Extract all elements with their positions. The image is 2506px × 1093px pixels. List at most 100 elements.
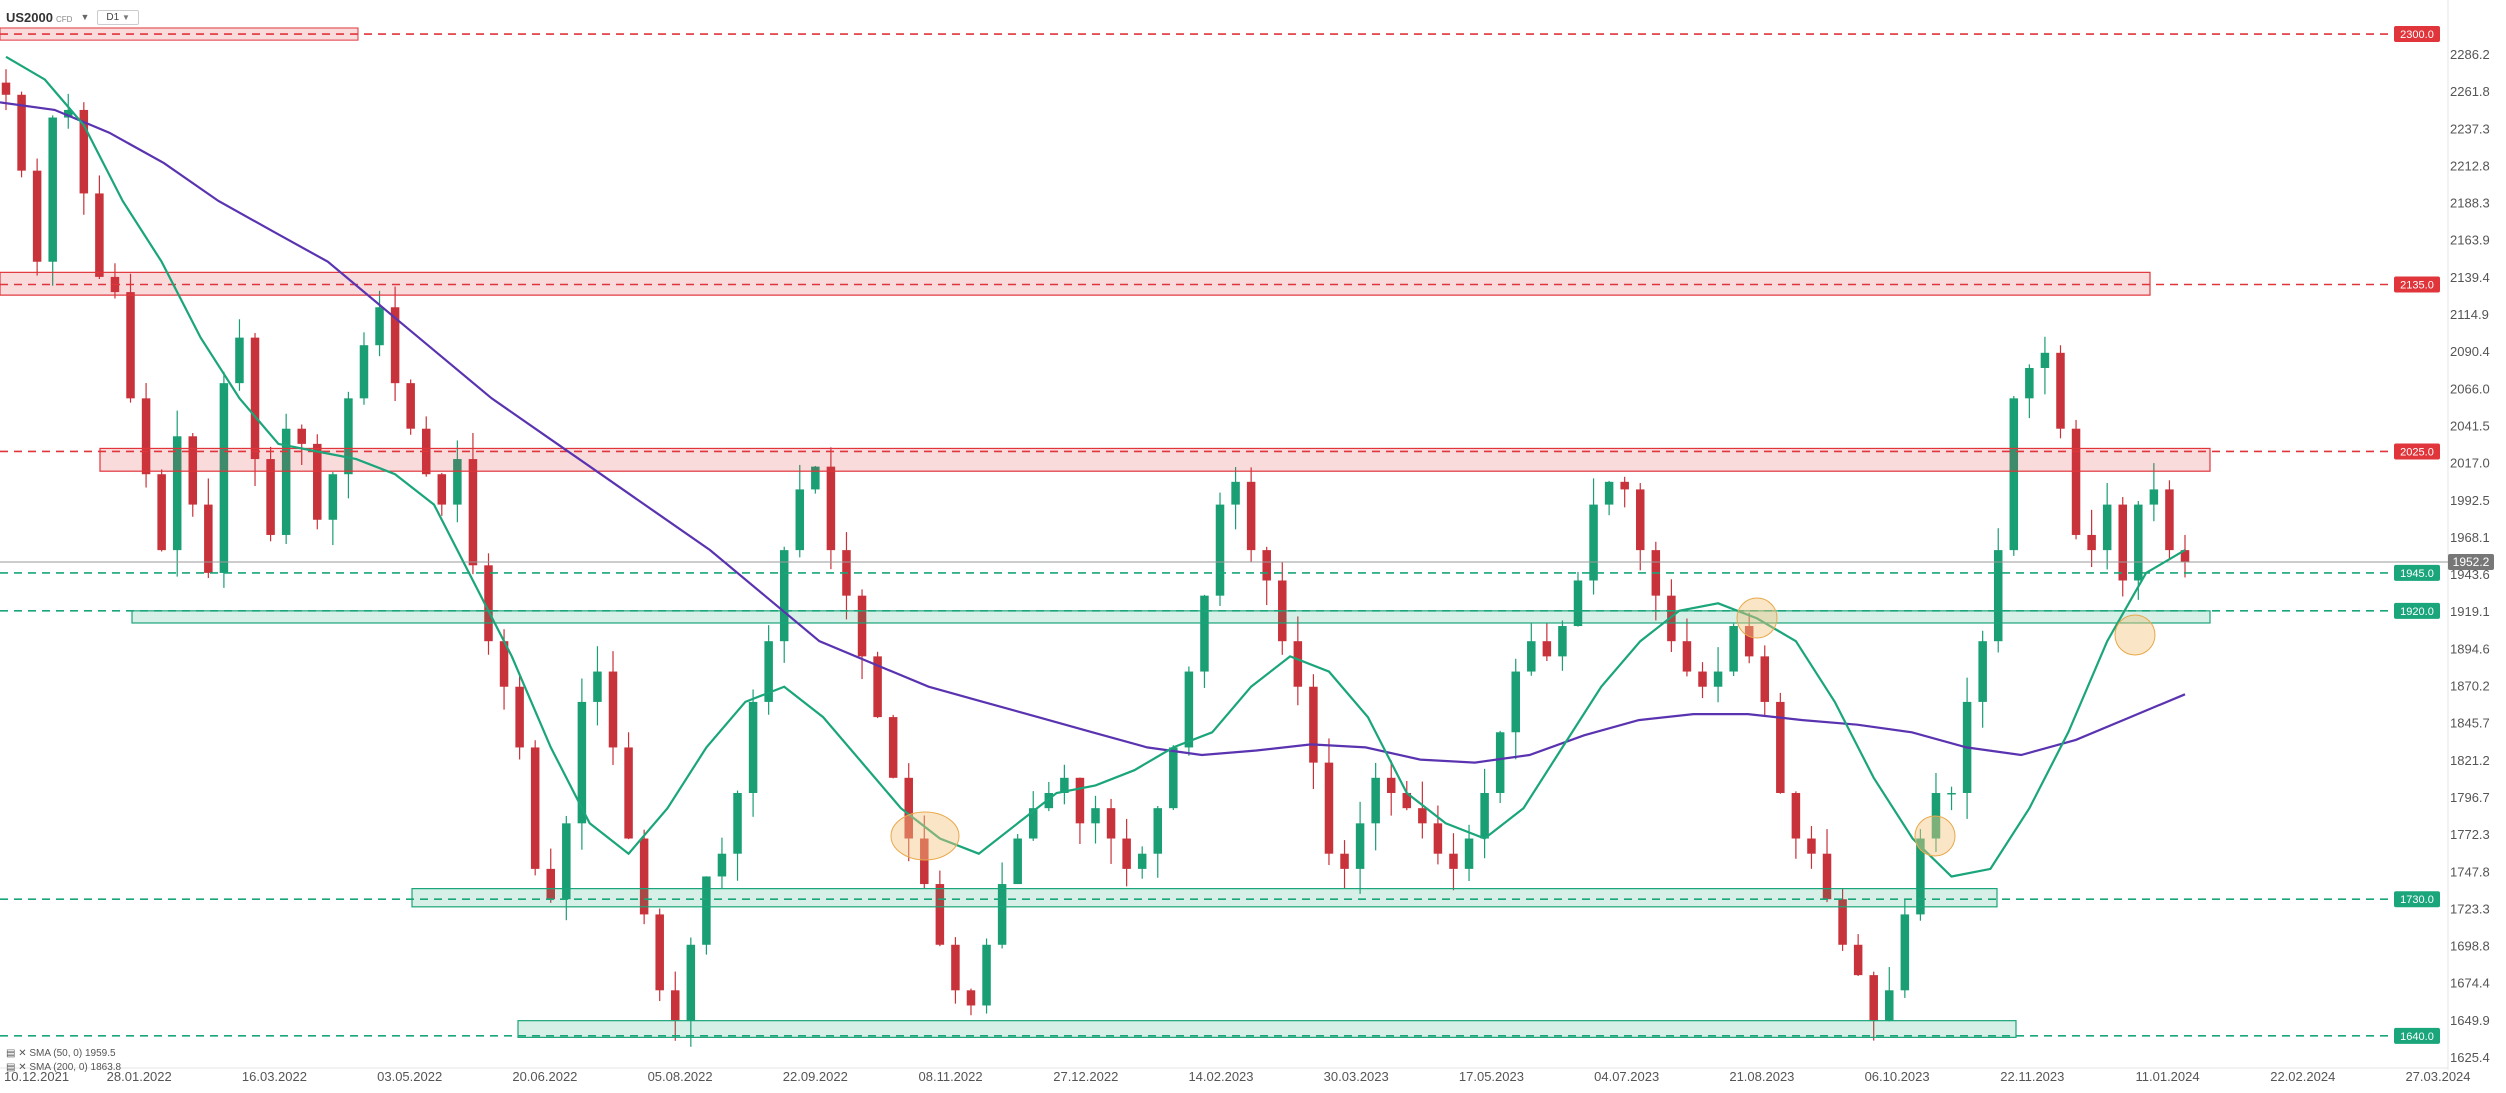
candle-body (1760, 656, 1770, 702)
level-label: 2025.0 (2400, 446, 2434, 458)
candle-body (2165, 489, 2174, 551)
candle-body (1885, 990, 1894, 1021)
timeframe-selector[interactable]: D1 ▼ (97, 9, 139, 25)
candle-body (1667, 595, 1676, 642)
legend-icon: ▤ ✕ (6, 1048, 27, 1059)
candle-body (1231, 481, 1240, 505)
candle-body (857, 595, 867, 657)
candle-body (1371, 777, 1380, 824)
candle-body (1091, 808, 1100, 824)
candle-body (359, 345, 369, 399)
candle-body (811, 466, 820, 490)
chart-toolbar: US2000 CFD ▼ D1 ▼ (6, 6, 139, 28)
chevron-down-icon[interactable]: ▼ (80, 12, 90, 22)
candle-body (235, 337, 244, 384)
level-badge (2394, 1027, 2440, 1044)
candle-body (764, 641, 773, 702)
highlight-circle (2114, 614, 2156, 656)
candle-body (2180, 550, 2190, 562)
y-tick-label: 1992.5 (2450, 493, 2490, 508)
candle-body (1028, 808, 1038, 839)
y-tick-label: 1772.3 (2450, 827, 2490, 842)
candle-body (1604, 481, 1614, 505)
resistance-zone (0, 27, 359, 41)
candle-body (530, 747, 540, 869)
candle-body (1558, 626, 1567, 657)
candle-body (1418, 808, 1427, 824)
candle-body (281, 428, 291, 535)
symbol-selector[interactable]: US2000 CFD (6, 10, 72, 25)
candle-body (328, 474, 338, 520)
candle-body (1060, 777, 1069, 793)
candle-body (344, 398, 353, 475)
candle-body (406, 383, 415, 429)
candle-body (95, 193, 104, 277)
y-tick-label: 2139.4 (2450, 270, 2490, 285)
candle-body (188, 436, 198, 505)
candle-body (1106, 808, 1116, 839)
candle-body (1682, 641, 1692, 672)
candle-body (79, 109, 89, 194)
candle-body (172, 436, 182, 551)
y-tick-label: 2090.4 (2450, 344, 2490, 359)
candle-body (702, 876, 711, 945)
candle-body (562, 823, 571, 900)
x-tick-label: 28.01.2022 (107, 1069, 172, 1084)
x-tick-label: 06.10.2023 (1865, 1069, 1930, 1084)
candle-body (671, 990, 680, 1021)
candle-body (1993, 550, 2003, 642)
highlight-circle (1736, 597, 1778, 639)
candle-body (1153, 808, 1163, 854)
candle-body (2149, 489, 2159, 505)
legend-icon: ▤ ✕ (6, 1062, 27, 1073)
candle-body (1589, 504, 1598, 581)
candle-body (499, 641, 509, 687)
level-label: 2135.0 (2400, 280, 2434, 292)
candle-body (2087, 534, 2096, 551)
candle-body (1324, 762, 1334, 854)
current-price-label: 1952.2 (2453, 555, 2490, 569)
candle-body (779, 550, 789, 642)
candle-body (1947, 792, 1956, 795)
level-label: 1730.0 (2400, 894, 2434, 906)
candle-body (1729, 626, 1738, 672)
candle-body (1744, 626, 1754, 657)
highlight-circle (890, 811, 960, 861)
candle-body (686, 944, 696, 1021)
x-tick-label: 11.01.2024 (2136, 1069, 2200, 1084)
candle-body (468, 459, 478, 566)
candle-body (1900, 914, 1910, 991)
candle-body (1698, 671, 1707, 687)
level-badge (2394, 443, 2440, 460)
x-tick-label: 17.05.2023 (1459, 1069, 1524, 1084)
candle-body (1713, 671, 1723, 687)
candle-body (1807, 838, 1816, 854)
candle-body (873, 656, 882, 718)
candle-body (1620, 481, 1629, 490)
candle-body (1262, 550, 1271, 581)
candle-body (250, 337, 260, 460)
y-tick-label: 1649.9 (2450, 1013, 2490, 1028)
y-tick-label: 2286.2 (2450, 47, 2490, 62)
candle-body (1184, 671, 1194, 748)
candle-body (888, 717, 898, 778)
candle-body (2009, 398, 2019, 551)
support-zone (411, 888, 1998, 908)
level-label: 1945.0 (2400, 568, 2434, 580)
candle-body (1449, 853, 1458, 869)
candle-body (126, 292, 135, 399)
y-tick-label: 2041.5 (2450, 418, 2490, 433)
candle-body (1542, 641, 1552, 657)
candle-body (515, 686, 524, 748)
candle-body (375, 307, 384, 346)
x-tick-label: 03.05.2022 (377, 1069, 442, 1084)
y-tick-label: 1625.4 (2450, 1050, 2490, 1065)
level-label: 2300.0 (2400, 29, 2434, 41)
candle-body (1433, 823, 1443, 854)
resistance-zone (99, 447, 2211, 472)
candle-body (1480, 792, 1489, 839)
candle-body (157, 474, 166, 551)
candle-body (748, 701, 758, 793)
candles (1, 69, 2190, 1047)
